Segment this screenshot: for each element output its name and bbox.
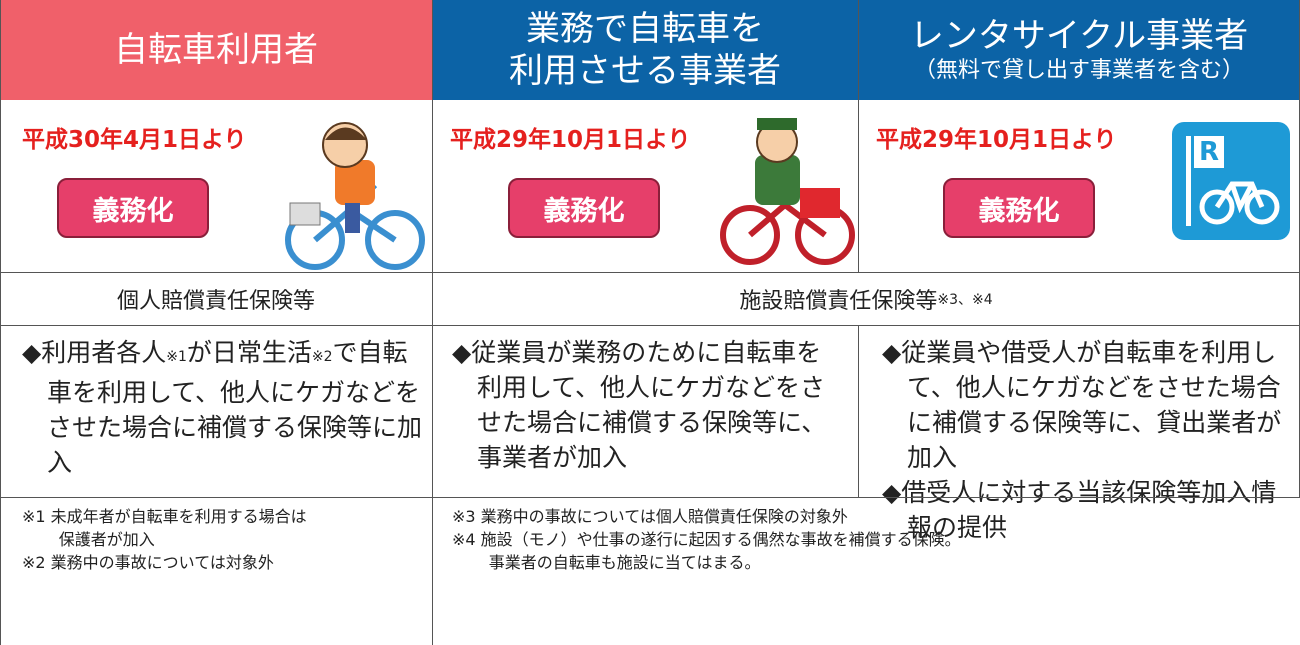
badge: 義務化 (943, 178, 1095, 238)
text: で自転車を利用して、他人にケガなどをさせた場合に補償する保険等に加入 (47, 338, 423, 477)
cyclist-illustration (285, 122, 425, 270)
border (0, 0, 1, 645)
note: ※1 未成年者が自転車を利用する場合は (22, 507, 307, 526)
description: ◆従業員や借受人が自転車を利用して、他人にケガなどをさせた場合に補償する保険等に… (882, 335, 1282, 545)
start-date: 平成29年10月1日より (876, 127, 1117, 153)
border (432, 0, 433, 645)
note: 保護者が加入 (58, 530, 155, 549)
border (858, 325, 859, 497)
description-item: ◆利用者各人※1が日常生活※2で自転車を利用して、他人にケガなどをさせた場合に補… (22, 335, 422, 480)
description-item: ◆従業員が業務のために自転車を利用して、他人にケガなどをさせた場合に補償する保険… (452, 338, 827, 472)
start-date: 平成30年4月1日より (22, 127, 247, 153)
description-item: ◆借受人に対する当該保険等加入情報の提供 (882, 478, 1277, 542)
header-cell: 業務で自転車を 利用させる事業者 (432, 0, 858, 100)
header-cell: レンタサイクル事業者 （無料で貸し出す事業者を含む） (858, 0, 1300, 100)
border (0, 272, 1300, 273)
header-text: レンタサイクル事業者 (909, 16, 1249, 56)
description: ◆従業員が業務のために自転車を利用して、他人にケガなどをさせた場合に補償する保険… (452, 335, 837, 475)
notes: ※3 業務中の事故については個人賠償責任保険の対象外 ※4 施設（モノ）や仕事の… (452, 505, 1292, 574)
text: が日常生活 (186, 338, 312, 367)
parking-letter: R (1199, 137, 1219, 167)
text: ◆利用者各人 (22, 338, 167, 367)
header-cell: 自転車利用者 (0, 0, 432, 100)
notes: ※1 未成年者が自転車を利用する場合は 保護者が加入 ※2 業務中の事故について… (22, 505, 422, 574)
footnote-ref: ※2 (311, 349, 333, 365)
badge: 義務化 (57, 178, 209, 238)
note: ※2 業務中の事故については対象外 (22, 553, 274, 572)
note: ※3 業務中の事故については個人賠償責任保険の対象外 (452, 507, 848, 526)
insurance-type: 個人賠償責任保険等 (0, 272, 432, 325)
header-text: 自転車利用者 (114, 30, 318, 70)
border (0, 325, 1300, 326)
footnote-ref: ※1 (166, 349, 187, 365)
note: ※4 施設（モノ）や仕事の遂行に起因する偶然な事故を補償する保険。 (452, 530, 961, 549)
start-date: 平成29年10月1日より (450, 127, 691, 153)
header-subtext: （無料で貸し出す事業者を含む） (913, 58, 1244, 83)
header-text: 利用させる事業者 (509, 51, 781, 91)
note: 事業者の自転車も施設に当てはまる。 (488, 553, 761, 572)
border (0, 497, 1300, 498)
insurance-type: 施設賠償責任保険等 ※3、※4 (432, 272, 1300, 325)
description-item: ◆従業員や借受人が自転車を利用して、他人にケガなどをさせた場合に補償する保険等に… (882, 338, 1282, 472)
border (858, 0, 859, 272)
description: ◆利用者各人※1が日常生活※2で自転車を利用して、他人にケガなどをさせた場合に補… (22, 335, 422, 480)
badge: 義務化 (508, 178, 660, 238)
courier-illustration (720, 118, 855, 265)
insurance-text: 個人賠償責任保険等 (116, 288, 315, 314)
insurance-text: 施設賠償責任保険等 (739, 288, 938, 314)
footnote-ref: ※3、※4 (937, 291, 993, 308)
header-text: 業務で自転車を (526, 9, 764, 49)
parking-icon: R (1172, 122, 1290, 240)
